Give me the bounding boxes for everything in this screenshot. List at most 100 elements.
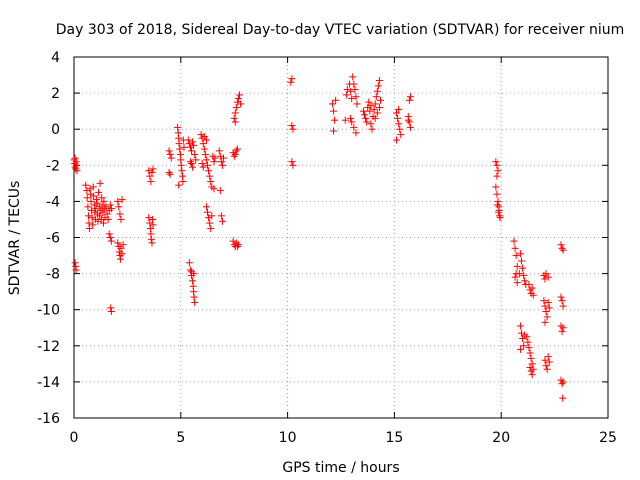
data-point: [190, 270, 198, 278]
data-point: [516, 322, 524, 330]
data-point: [513, 262, 521, 270]
data-point: [82, 181, 90, 189]
data-point: [186, 143, 194, 151]
data-point: [529, 291, 537, 299]
data-point: [375, 76, 383, 84]
data-point: [187, 159, 195, 167]
data-point: [103, 210, 111, 218]
data-point: [493, 190, 501, 198]
data-point: [146, 219, 154, 227]
data-point: [148, 169, 156, 177]
data-point: [360, 111, 368, 119]
data-point: [71, 154, 79, 162]
data-point: [362, 114, 370, 122]
x-tick-label: 10: [279, 430, 297, 446]
y-axis-title: SDTVAR / TECUs: [7, 181, 23, 296]
y-tick-label: -10: [37, 303, 60, 319]
data-point: [210, 185, 218, 193]
data-point: [516, 345, 524, 353]
data-point: [350, 80, 358, 88]
data-point: [107, 308, 115, 316]
data-point: [107, 237, 115, 245]
data-point: [147, 178, 155, 186]
data-point: [117, 255, 125, 263]
data-point: [559, 246, 567, 254]
data-point: [513, 279, 521, 287]
data-point: [98, 194, 106, 202]
data-point: [191, 298, 199, 306]
data-point: [229, 237, 237, 245]
data-point: [200, 132, 208, 140]
data-point: [525, 280, 533, 288]
data-point: [559, 378, 567, 386]
data-point: [202, 156, 210, 164]
data-point: [511, 273, 519, 281]
data-point: [205, 167, 213, 175]
data-point: [375, 104, 383, 112]
data-point: [404, 116, 412, 124]
data-point: [99, 219, 107, 227]
data-point: [184, 136, 192, 144]
data-point: [233, 98, 241, 106]
data-point: [545, 358, 553, 366]
data-point: [106, 201, 114, 209]
data-point: [394, 114, 402, 122]
data-point: [118, 250, 126, 258]
data-point: [230, 114, 238, 122]
data-point: [288, 158, 296, 166]
data-point: [353, 100, 361, 108]
data-point: [94, 217, 102, 225]
data-point: [146, 172, 154, 180]
data-point: [192, 156, 200, 164]
data-point: [234, 241, 242, 249]
data-point: [105, 230, 113, 238]
data-point: [541, 275, 549, 283]
data-point: [165, 169, 173, 177]
x-tick-label: 5: [176, 430, 185, 446]
data-point: [558, 380, 566, 388]
data-point: [373, 87, 381, 95]
data-point: [347, 114, 355, 122]
x-tick-label: 0: [70, 430, 79, 446]
data-point: [205, 214, 213, 222]
data-point: [217, 212, 225, 220]
data-point: [198, 159, 206, 167]
data-point: [71, 163, 79, 171]
data-point: [96, 212, 104, 220]
data-point: [289, 161, 297, 169]
data-point: [197, 131, 205, 139]
data-point: [88, 206, 96, 214]
data-point: [520, 342, 528, 350]
data-point: [396, 125, 404, 133]
data-point: [186, 158, 194, 166]
data-point: [107, 304, 115, 312]
data-point: [542, 362, 550, 370]
data-point: [359, 107, 367, 115]
data-point: [343, 85, 351, 93]
data-point: [350, 123, 358, 131]
data-point: [89, 183, 97, 191]
x-tick-label: 20: [492, 430, 510, 446]
data-point: [541, 302, 549, 310]
data-point: [397, 131, 405, 139]
data-point: [104, 215, 112, 223]
data-point: [231, 150, 239, 158]
data-point: [208, 212, 216, 220]
data-point: [559, 394, 567, 402]
data-point: [92, 205, 100, 213]
y-tick-label: 0: [51, 122, 60, 138]
data-point: [106, 234, 114, 241]
data-point: [330, 107, 338, 115]
data-point: [220, 154, 228, 162]
data-point: [145, 214, 153, 222]
data-point: [86, 185, 94, 193]
data-point: [216, 187, 224, 195]
data-point: [352, 129, 360, 137]
data-point: [204, 208, 211, 216]
data-point: [541, 318, 549, 326]
data-point: [147, 235, 155, 243]
data-point: [88, 214, 96, 222]
data-point: [118, 196, 126, 204]
data-point: [218, 217, 226, 225]
